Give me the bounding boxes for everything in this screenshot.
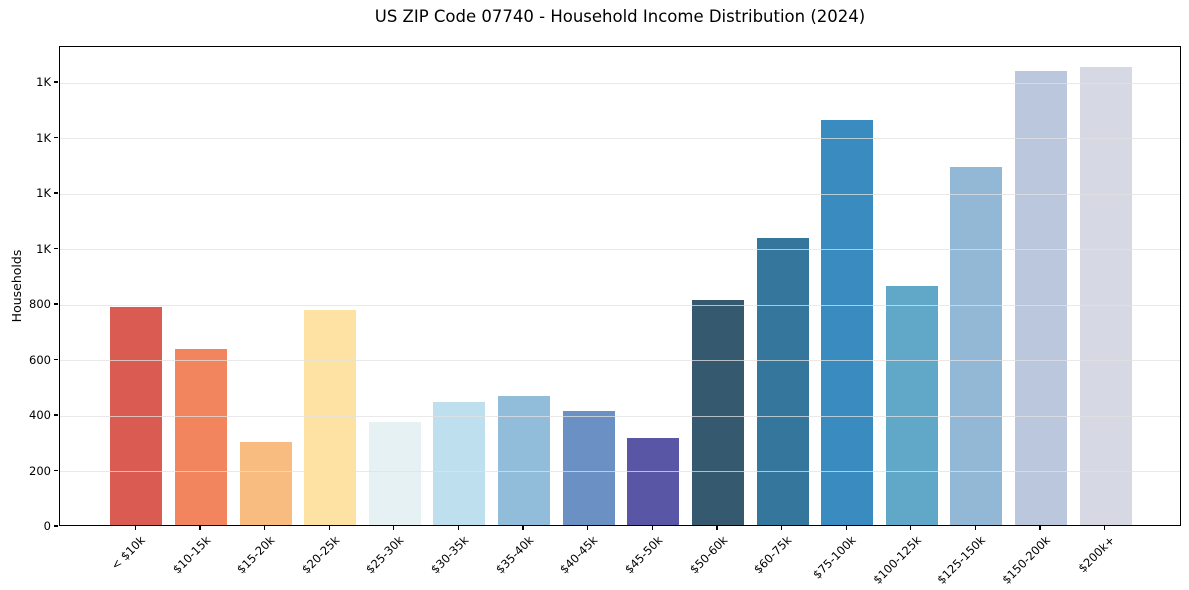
y-axis-tick-label: 800 bbox=[29, 297, 51, 312]
y-axis-tick-mark bbox=[54, 136, 58, 139]
bar-200k+ bbox=[1079, 67, 1132, 525]
x-axis-tick-label: $125-150k bbox=[934, 533, 989, 587]
y-axis-tick-label: 0 bbox=[43, 519, 51, 533]
y-axis-tick-mark bbox=[54, 414, 58, 416]
bar-10-15k bbox=[174, 348, 227, 525]
y-axis-tick-label: 1K bbox=[36, 241, 51, 256]
y-axis-label-text: Households bbox=[9, 249, 24, 323]
y-axis-tick-label: 1K bbox=[36, 186, 51, 201]
x-axis-tick-mark bbox=[522, 526, 524, 530]
x-axis-tick-mark bbox=[457, 526, 460, 530]
x-axis-tick-mark bbox=[716, 526, 718, 530]
bar-30-35k bbox=[433, 401, 486, 525]
y-axis-tick-mark bbox=[54, 358, 58, 361]
y-axis-tick-mark bbox=[54, 525, 58, 527]
plot-area bbox=[59, 46, 1181, 526]
gridline bbox=[60, 82, 1180, 84]
x-axis-tick-mark bbox=[328, 526, 330, 530]
x-axis-tick-label: < $10k bbox=[108, 533, 149, 573]
bar-35-40k bbox=[498, 395, 551, 525]
x-axis-tick-label: $25-30k bbox=[363, 533, 407, 577]
gridline bbox=[60, 360, 1180, 362]
gridline bbox=[60, 138, 1180, 140]
x-axis-tick-mark bbox=[845, 526, 847, 530]
y-axis-tick-label: 600 bbox=[29, 352, 51, 367]
bar-20-25k bbox=[304, 309, 357, 525]
bar-25-30k bbox=[368, 422, 421, 525]
x-axis-tick-mark bbox=[1104, 526, 1106, 530]
x-axis-tick-mark bbox=[393, 526, 395, 530]
x-axis-tick-label: $100-125k bbox=[869, 533, 924, 587]
bar-50-60k bbox=[691, 300, 744, 525]
chart-title: US ZIP Code 07740 - Household Income Dis… bbox=[374, 7, 866, 26]
x-axis-tick-mark bbox=[1039, 526, 1041, 530]
bar-100-125k bbox=[885, 286, 938, 525]
gridline bbox=[60, 193, 1180, 195]
bar-45-50k bbox=[627, 437, 680, 525]
bar-75-100k bbox=[821, 119, 874, 525]
gridline bbox=[60, 304, 1180, 306]
y-axis-tick-label: 200 bbox=[29, 463, 51, 478]
x-axis-tick-mark bbox=[974, 526, 977, 530]
x-axis-tick-mark bbox=[263, 526, 266, 530]
y-axis-tick-mark bbox=[54, 192, 58, 194]
gridline bbox=[60, 471, 1180, 472]
x-axis-tick-label: $30-35k bbox=[427, 533, 472, 577]
y-axis-tick-mark bbox=[54, 81, 58, 83]
x-axis-tick-mark bbox=[910, 526, 912, 530]
x-axis-tick-label: $15-20k bbox=[234, 533, 278, 577]
gridline bbox=[60, 415, 1180, 417]
bar-15-20k bbox=[239, 441, 292, 525]
gridline bbox=[60, 249, 1180, 251]
x-axis-tick-label: $150-200k bbox=[999, 533, 1053, 587]
x-axis-tick-label: $20-25k bbox=[298, 533, 343, 577]
x-axis-tick-mark bbox=[134, 526, 136, 530]
bar-125-150k bbox=[950, 167, 1003, 525]
x-axis-tick-label: $40-45k bbox=[557, 533, 601, 577]
y-axis-tick-label: 400 bbox=[29, 408, 51, 423]
y-axis-tick-mark bbox=[54, 469, 58, 472]
x-axis-tick-mark bbox=[780, 526, 783, 530]
x-axis-tick-mark bbox=[651, 526, 653, 530]
x-axis-tick-label: $10-15k bbox=[169, 533, 213, 577]
bar-150-200k bbox=[1015, 71, 1068, 525]
y-axis-tick-mark bbox=[54, 303, 58, 305]
x-axis-tick-label: $35-40k bbox=[492, 533, 536, 577]
y-axis-tick-mark bbox=[54, 247, 58, 250]
bar-40-45k bbox=[562, 411, 615, 525]
x-axis-tick-mark bbox=[199, 526, 201, 530]
x-axis-tick-label: $200k+ bbox=[1075, 533, 1118, 576]
x-axis-tick-label: $60-75k bbox=[751, 533, 795, 577]
bar-60-75k bbox=[756, 237, 809, 525]
x-axis-tick-label: $45-50k bbox=[621, 533, 666, 577]
y-axis-tick-label: 1K bbox=[36, 75, 51, 90]
y-axis-tick-label: 1K bbox=[36, 130, 51, 145]
x-axis-tick-mark bbox=[587, 526, 589, 530]
x-axis-tick-label: $75-100k bbox=[810, 533, 860, 582]
x-axis-tick-label: $50-60k bbox=[686, 533, 730, 577]
